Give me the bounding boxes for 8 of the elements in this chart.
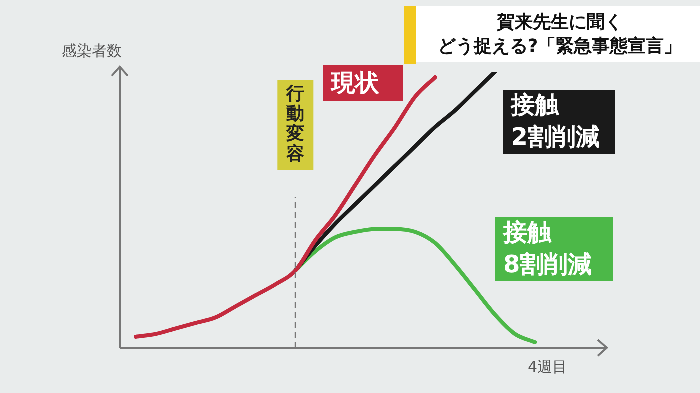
x-axis-title: 4週目 [528, 358, 568, 377]
series-label: 現状 [330, 68, 380, 97]
chart-subtitle: どう捉える?「緊急事態宣言」 [436, 35, 684, 58]
chart-title: 賀来先生に聞く [496, 11, 624, 34]
series-label: 接触 8割削減 [502, 218, 592, 279]
y-axis-title: 感染者数 [62, 42, 122, 61]
annotation: 行動変容 [286, 84, 305, 165]
series-label: 接触 2割削減 [510, 91, 600, 152]
